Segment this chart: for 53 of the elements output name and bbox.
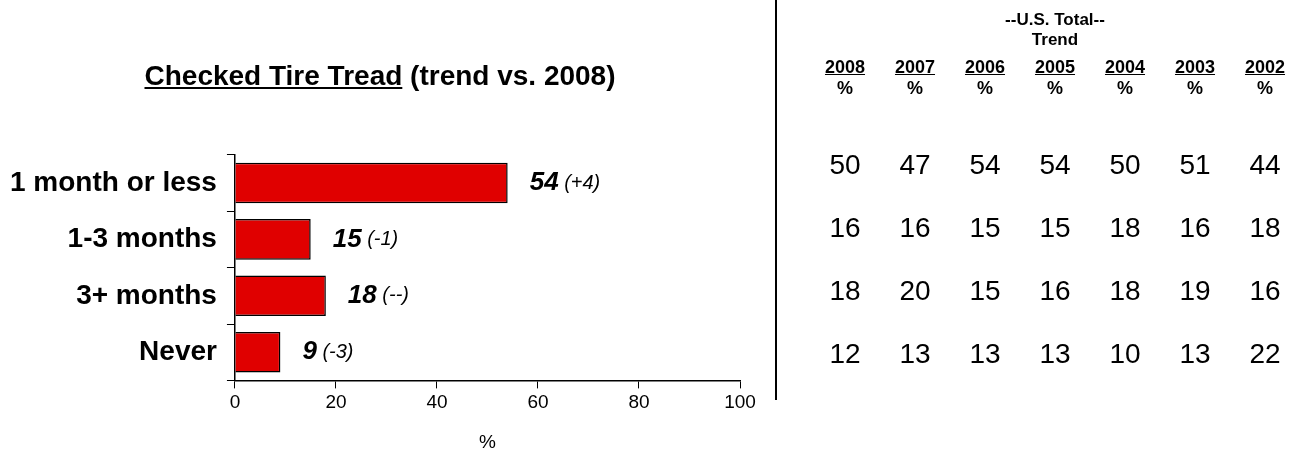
x-tick-label: 40 bbox=[426, 391, 448, 413]
data-label: 54 bbox=[1020, 133, 1090, 196]
data-label: 50 bbox=[810, 133, 880, 196]
x-tick-label: 0 bbox=[229, 391, 241, 413]
data-label: 15 bbox=[950, 196, 1020, 259]
data-label: 54 (+4) bbox=[529, 166, 601, 197]
data-label: 13 bbox=[950, 322, 1020, 385]
data-label: 16 bbox=[1230, 259, 1299, 322]
data-label: 13 bbox=[880, 322, 950, 385]
x-tick-label: 2007 % bbox=[893, 57, 936, 99]
data-label: 47 bbox=[880, 133, 950, 196]
data-label: 44 bbox=[1230, 133, 1299, 196]
data-label: 18 (--) bbox=[347, 278, 409, 309]
x-tick-label: 2005 % bbox=[1033, 57, 1076, 99]
data-label: 54 bbox=[950, 133, 1020, 196]
chart-subtitle: Trend bbox=[1030, 30, 1080, 50]
data-label: 19 bbox=[1160, 259, 1230, 322]
data-label: 15 (-1) bbox=[332, 222, 399, 253]
x-axis-title: % bbox=[479, 430, 497, 452]
x-tick-label: 60 bbox=[527, 391, 549, 413]
data-label: 20 bbox=[880, 259, 950, 322]
x-tick-label: 2002 % bbox=[1243, 57, 1286, 99]
y-tick-label: Never bbox=[139, 334, 218, 366]
data-label: 22 bbox=[1230, 322, 1299, 385]
y-tick-label: 1-3 months bbox=[67, 222, 217, 254]
data-label: 12 bbox=[810, 322, 880, 385]
y-tick-label: 3+ months bbox=[76, 278, 217, 310]
data-label: 16 bbox=[1160, 196, 1230, 259]
y-tick-label: 1 month or less bbox=[10, 165, 217, 197]
data-label: 16 bbox=[880, 196, 950, 259]
data-label: 18 bbox=[1230, 196, 1299, 259]
data-label: 18 bbox=[1090, 196, 1160, 259]
data-label: 15 bbox=[1020, 196, 1090, 259]
data-label: 9 (-3) bbox=[302, 335, 354, 366]
x-tick-label: 100 bbox=[724, 391, 756, 413]
x-tick-label: 20 bbox=[325, 391, 347, 413]
x-tick-label: 80 bbox=[628, 391, 650, 413]
x-tick-label: 2006 % bbox=[963, 57, 1006, 99]
data-label: 18 bbox=[810, 259, 880, 322]
x-tick-label: 2004 % bbox=[1103, 57, 1146, 99]
data-label: 15 bbox=[950, 259, 1020, 322]
x-tick-label: 2008 % bbox=[823, 57, 866, 99]
data-label: 13 bbox=[1160, 322, 1230, 385]
data-label: 13 bbox=[1020, 322, 1090, 385]
data-label: 50 bbox=[1090, 133, 1160, 196]
data-label: 16 bbox=[1020, 259, 1090, 322]
data-label: 51 bbox=[1160, 133, 1230, 196]
data-label: 18 bbox=[1090, 259, 1160, 322]
data-label: 16 bbox=[810, 196, 880, 259]
data-label: 10 bbox=[1090, 322, 1160, 385]
chart-title: --U.S. Total-- bbox=[1004, 10, 1106, 30]
x-tick-label: 2003 % bbox=[1173, 57, 1216, 99]
chart-title: Checked Tire Tread (trend vs. 2008) bbox=[143, 60, 617, 92]
